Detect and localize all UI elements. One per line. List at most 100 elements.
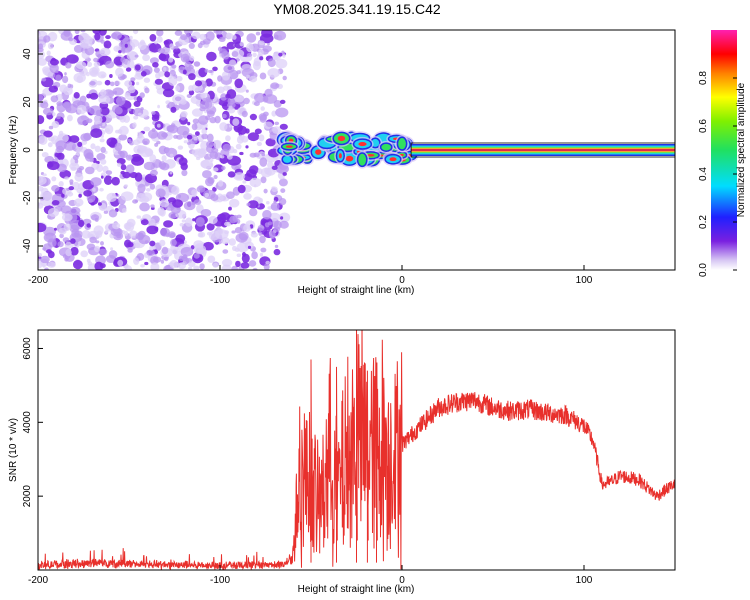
- noise-dot: [68, 37, 74, 42]
- noise-dot: [78, 193, 82, 198]
- noise-dot: [54, 227, 57, 231]
- signal-blob: [279, 141, 300, 153]
- noise-dot: [80, 30, 86, 33]
- noise-dot: [47, 207, 60, 217]
- noise-dot: [101, 175, 104, 179]
- noise-dot: [232, 34, 237, 40]
- noise-dot: [212, 167, 219, 172]
- noise-dot: [38, 93, 44, 103]
- noise-dot: [276, 164, 289, 174]
- noise-dot: [157, 48, 166, 54]
- noise-dot: [174, 45, 179, 50]
- noise-dot: [189, 55, 195, 62]
- noise-dot: [137, 183, 146, 193]
- noise-dot: [279, 220, 289, 229]
- noise-dot: [115, 67, 124, 77]
- noise-dot: [170, 238, 177, 247]
- noise-dot: [278, 178, 288, 187]
- noise-dot: [183, 140, 188, 144]
- noise-dot: [64, 257, 69, 262]
- noise-dot: [237, 184, 246, 194]
- noise-dot: [155, 188, 166, 198]
- noise-dot: [41, 77, 47, 82]
- spectrogram-x-label: Height of straight line (km): [298, 285, 415, 296]
- noise-dot: [164, 71, 171, 78]
- noise-dot: [47, 161, 60, 171]
- noise-dot: [55, 74, 62, 82]
- tone-band-outline: [410, 142, 675, 158]
- noise-dot: [236, 70, 241, 75]
- noise-dot: [138, 230, 146, 238]
- noise-dot: [259, 157, 268, 167]
- noise-dot: [57, 241, 64, 248]
- noise-dot: [133, 107, 144, 117]
- colorbar-gradient: [711, 30, 737, 270]
- noise-dot: [93, 61, 101, 67]
- noise-dot: [133, 257, 140, 265]
- snr-x-tick-label: -100: [210, 575, 230, 586]
- noise-dot: [133, 100, 141, 107]
- noise-dot: [73, 44, 84, 53]
- noise-dot: [263, 121, 273, 129]
- noise-dot: [50, 58, 59, 66]
- noise-dot: [221, 71, 231, 81]
- noise-dot: [119, 150, 128, 159]
- noise-dot: [85, 166, 95, 175]
- noise-dot: [156, 131, 168, 140]
- noise-dot: [145, 188, 151, 192]
- noise-dot: [237, 125, 248, 135]
- noise-dot: [103, 40, 112, 49]
- noise-dot: [205, 31, 215, 41]
- noise-dot: [160, 227, 170, 237]
- noise-dot: [272, 53, 279, 61]
- noise-dot: [48, 125, 54, 130]
- noise-dot: [209, 116, 217, 124]
- noise-dot: [212, 262, 219, 268]
- noise-dot: [160, 259, 165, 264]
- noise-dot: [214, 229, 229, 240]
- noise-dot: [111, 32, 118, 40]
- noise-dot: [46, 249, 52, 254]
- noise-dot: [127, 59, 135, 69]
- noise-dot: [58, 227, 67, 235]
- noise-dot: [44, 267, 49, 270]
- noise-dot: [47, 261, 56, 268]
- noise-dot: [149, 183, 156, 190]
- noise-dot: [132, 122, 137, 128]
- noise-dot: [144, 261, 149, 266]
- noise-dot: [206, 133, 214, 142]
- noise-dot: [235, 260, 241, 268]
- noise-dot: [70, 206, 81, 215]
- noise-dot: [249, 208, 258, 217]
- noise-dot: [74, 30, 80, 35]
- noise-dot: [250, 232, 258, 238]
- noise-dot: [42, 264, 46, 268]
- noise-dot: [136, 215, 142, 219]
- noise-dot: [46, 50, 51, 56]
- noise-dot: [60, 205, 72, 214]
- noise-dot: [114, 90, 118, 95]
- noise-dot: [151, 111, 156, 115]
- noise-dot: [68, 221, 74, 225]
- noise-dot: [75, 61, 87, 70]
- noise-dot: [191, 31, 201, 40]
- noise-dot: [207, 255, 216, 263]
- colorbar-tick-label: 0.2: [698, 215, 709, 229]
- colorbar-tick-label: 0.8: [698, 71, 709, 85]
- noise-dot: [282, 53, 286, 58]
- noise-dot: [159, 239, 166, 247]
- noise-dot: [96, 153, 106, 161]
- noise-dot: [270, 202, 280, 211]
- noise-dot: [278, 52, 283, 57]
- noise-dot: [80, 133, 91, 142]
- signal-blob: [330, 130, 352, 147]
- noise-dot: [67, 114, 73, 122]
- noise-dot: [274, 121, 280, 126]
- noise-dot: [171, 185, 180, 195]
- noise-dot: [263, 188, 268, 194]
- noise-dot: [217, 180, 224, 187]
- noise-dot: [198, 115, 209, 125]
- noise-dot: [191, 189, 198, 197]
- noise-dot: [93, 57, 99, 63]
